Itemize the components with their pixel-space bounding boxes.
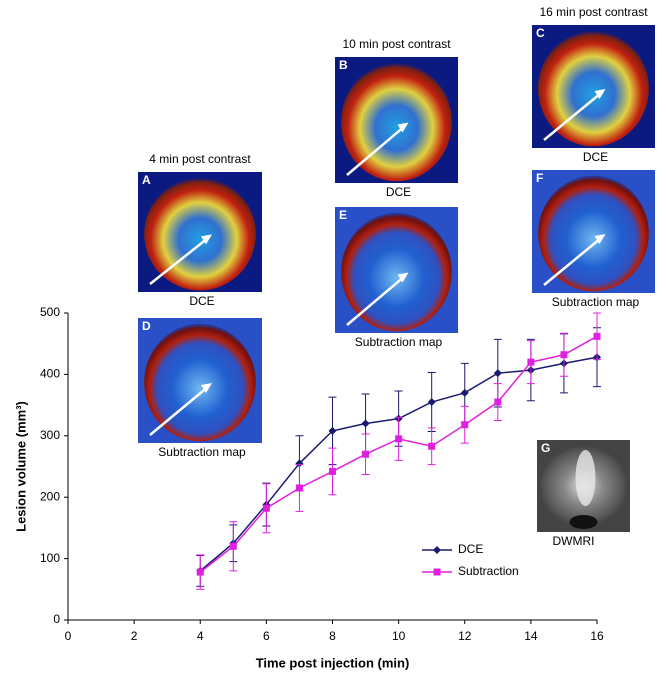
arrow-head: [201, 383, 212, 393]
inset-image: [341, 212, 452, 332]
legend-label: DCE: [458, 542, 483, 556]
x-tick-label: 8: [329, 629, 336, 643]
inset-letter: A: [142, 173, 151, 187]
x-tick-label: 4: [197, 629, 204, 643]
marker: [427, 398, 436, 407]
arrow-head: [397, 122, 409, 133]
inset: C 16 min post contrast DCE: [532, 5, 655, 164]
marker: [329, 467, 336, 475]
inset-title: 10 min post contrast: [342, 37, 451, 51]
y-tick-label: 200: [40, 489, 60, 503]
plot: 0 100 200 300 400 500 0 2 4 6 8 10 12 14 16 Time post i…: [13, 305, 604, 670]
arrow: [346, 275, 406, 326]
inset: A 4 min post contrast DCE: [138, 152, 262, 308]
x-tick-label: 6: [263, 629, 270, 643]
arrow: [543, 236, 603, 286]
marker: [295, 459, 304, 468]
marker: [560, 351, 568, 359]
arrow-head: [594, 233, 606, 244]
legend-label: Subtraction: [458, 564, 519, 578]
arrow: [149, 385, 209, 436]
marker: [295, 484, 303, 492]
arrow: [543, 91, 603, 141]
inset-image: [575, 450, 596, 506]
arrow: [346, 125, 406, 176]
marker: [461, 421, 469, 429]
inset-letter: F: [536, 171, 543, 185]
inset-image: [569, 515, 598, 529]
inset-letter: D: [142, 319, 151, 333]
marker: [460, 388, 469, 397]
x-axis-title: Time post injection (min): [256, 655, 410, 670]
inset-title: 16 min post contrast: [539, 5, 648, 19]
marker: [262, 504, 270, 512]
x-tick-label: 10: [392, 629, 406, 643]
y-axis-title: Lesion volume (mm³): [13, 401, 28, 532]
inset-image: [144, 323, 256, 442]
y-tick-label: 0: [53, 612, 60, 626]
inset: F Subtraction map: [532, 170, 655, 309]
y-tick-label: 100: [40, 551, 60, 565]
y-tick-label: 500: [40, 305, 60, 319]
inset: D Subtraction map: [138, 318, 262, 459]
marker: [229, 542, 237, 550]
arrow: [149, 237, 209, 285]
inset-caption: DCE: [189, 294, 214, 308]
inset-caption: DWMRI: [553, 534, 595, 548]
inset: B 10 min post contrast DCE: [335, 37, 458, 199]
inset-caption: Subtraction map: [158, 445, 246, 459]
marker: [361, 419, 370, 428]
marker: [428, 442, 436, 450]
marker: [328, 426, 337, 435]
inset-letter: C: [536, 26, 545, 40]
inset-image: [144, 177, 256, 291]
legend-marker: [433, 568, 441, 576]
x-tick-label: 2: [131, 629, 138, 643]
y-tick-label: 300: [40, 428, 60, 442]
x-tick-label: 0: [65, 629, 72, 643]
arrow-head: [594, 88, 606, 99]
marker: [593, 332, 601, 340]
series: [196, 312, 601, 590]
inset: G DWMRI: [537, 440, 630, 548]
x-tick-label: 16: [590, 629, 604, 643]
x-tick-label: 14: [524, 629, 538, 643]
inset-caption: DCE: [583, 150, 608, 164]
arrow-head: [201, 234, 212, 245]
inset-letter: G: [541, 441, 550, 455]
legend-marker: [433, 546, 441, 554]
y-tick-label: 400: [40, 367, 60, 381]
insets: A 4 min post contrast DCE D Subtraction map B…: [138, 5, 655, 548]
inset-title: 4 min post contrast: [149, 152, 251, 166]
inset-letter: B: [339, 58, 348, 72]
marker: [493, 369, 502, 378]
marker: [395, 435, 403, 443]
inset-caption: Subtraction map: [355, 335, 443, 349]
x-tick-label: 12: [458, 629, 472, 643]
inset: E Subtraction map: [335, 207, 458, 349]
inset-image: [341, 62, 452, 182]
inset-image: [538, 175, 649, 292]
arrow-head: [397, 272, 409, 283]
marker: [494, 398, 502, 406]
marker: [527, 358, 535, 366]
inset-caption: Subtraction map: [552, 295, 640, 309]
marker: [196, 568, 204, 576]
marker: [362, 450, 370, 458]
inset-letter: E: [339, 208, 347, 222]
inset-caption: DCE: [386, 185, 411, 199]
inset-image: [538, 30, 649, 147]
